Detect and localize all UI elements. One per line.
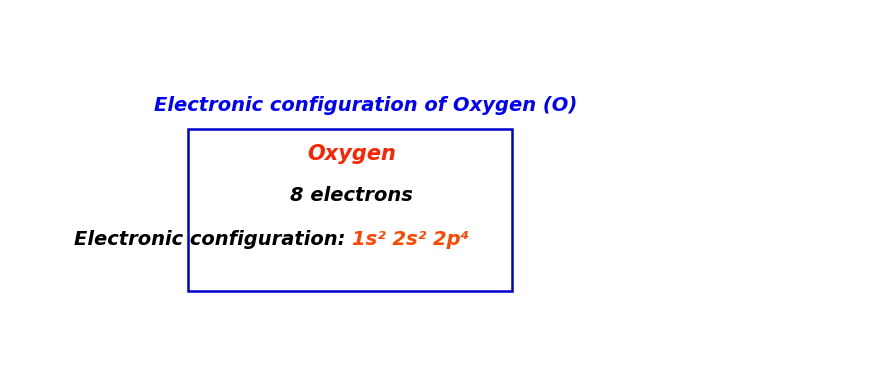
Text: Electronic configuration:: Electronic configuration: [74,230,351,249]
Text: 8 electrons: 8 electrons [290,186,413,205]
Text: Electronic configuration of Oxygen (O): Electronic configuration of Oxygen (O) [154,96,577,115]
Text: 1s² 2s² 2p⁴: 1s² 2s² 2p⁴ [351,230,468,249]
Text: Oxygen: Oxygen [307,144,396,164]
FancyBboxPatch shape [188,129,511,291]
